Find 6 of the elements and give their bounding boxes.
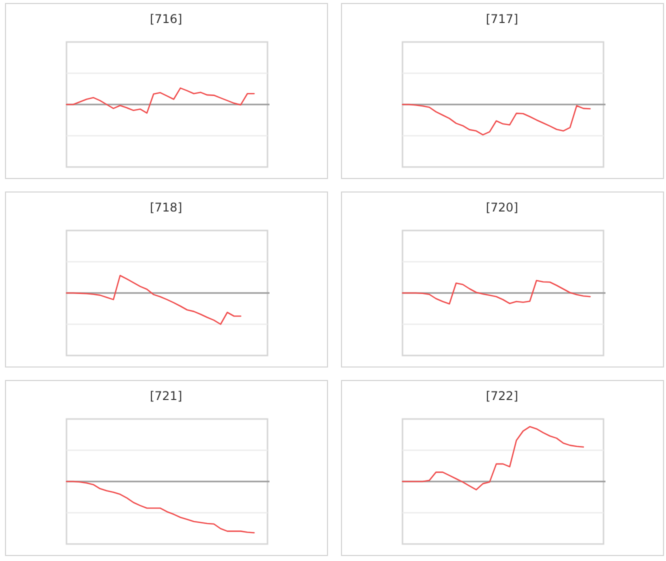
chart-title: [722] xyxy=(486,389,518,403)
chart-title: [721] xyxy=(150,389,182,403)
chart-title: [717] xyxy=(486,12,518,26)
chart-title: [718] xyxy=(150,200,182,214)
chart-title: [720] xyxy=(486,200,518,214)
chart-title: [716] xyxy=(150,12,182,26)
